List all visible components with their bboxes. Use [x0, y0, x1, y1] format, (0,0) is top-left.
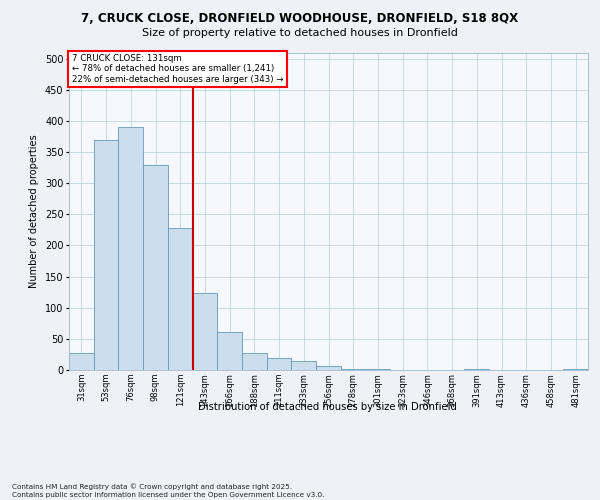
Bar [217, 332, 242, 370]
Bar [242, 352, 267, 370]
Bar [94, 140, 118, 370]
Bar [563, 369, 588, 370]
Y-axis label: Number of detached properties: Number of detached properties [29, 134, 39, 288]
Text: Distribution of detached houses by size in Dronfield: Distribution of detached houses by size … [197, 402, 457, 412]
Bar [69, 352, 94, 370]
Bar [292, 360, 316, 370]
Bar [267, 358, 292, 370]
Bar [316, 366, 341, 370]
Text: Size of property relative to detached houses in Dronfield: Size of property relative to detached ho… [142, 28, 458, 38]
Text: 7 CRUCK CLOSE: 131sqm
← 78% of detached houses are smaller (1,241)
22% of semi-d: 7 CRUCK CLOSE: 131sqm ← 78% of detached … [71, 54, 283, 84]
Text: 7, CRUCK CLOSE, DRONFIELD WOODHOUSE, DRONFIELD, S18 8QX: 7, CRUCK CLOSE, DRONFIELD WOODHOUSE, DRO… [82, 12, 518, 26]
Text: Contains HM Land Registry data © Crown copyright and database right 2025.
Contai: Contains HM Land Registry data © Crown c… [12, 484, 325, 498]
Bar [118, 127, 143, 370]
Bar [168, 228, 193, 370]
Bar [341, 369, 365, 370]
Bar [143, 164, 168, 370]
Bar [193, 293, 217, 370]
